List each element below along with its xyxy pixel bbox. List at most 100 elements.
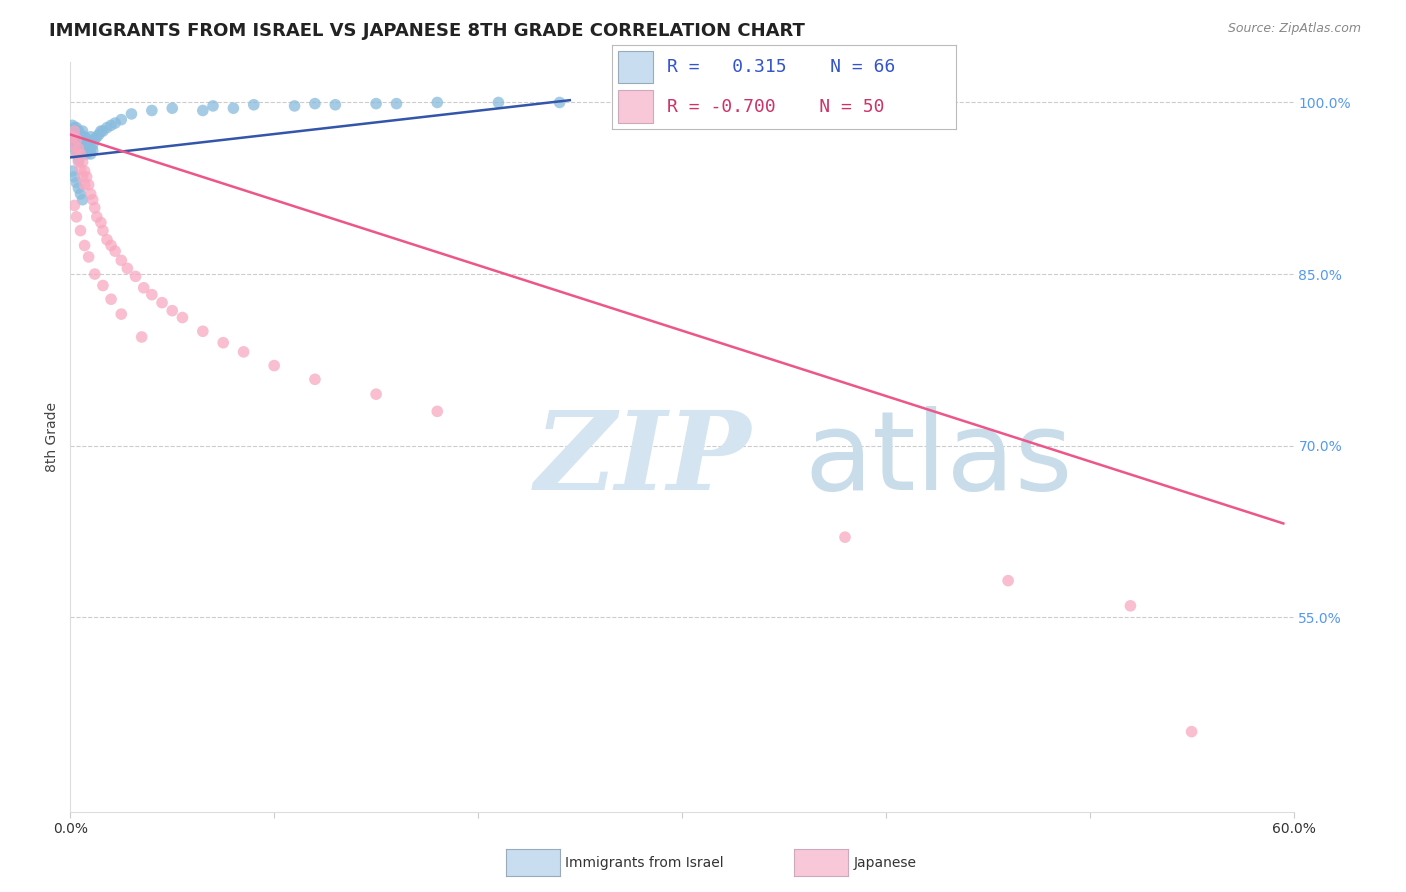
Point	[997, 574, 1019, 588]
Point	[73, 129, 96, 144]
Point	[222, 101, 245, 115]
Point	[86, 210, 108, 224]
Point	[72, 124, 94, 138]
Point	[86, 129, 108, 144]
Point	[191, 324, 214, 338]
Point	[1181, 724, 1204, 739]
Point	[60, 129, 83, 144]
Point	[79, 141, 103, 155]
Point	[69, 128, 91, 142]
Point	[63, 136, 86, 150]
Point	[69, 132, 91, 146]
Bar	[619, 51, 652, 83]
Point	[366, 387, 388, 401]
Text: Immigrants from Israel: Immigrants from Israel	[565, 855, 724, 870]
Point	[79, 186, 103, 201]
Point	[82, 144, 104, 158]
Point	[73, 144, 96, 158]
Point	[65, 120, 87, 135]
Point	[83, 201, 105, 215]
Point	[117, 261, 139, 276]
Point	[104, 116, 127, 130]
Point	[67, 181, 90, 195]
Point	[150, 295, 173, 310]
Point	[110, 307, 132, 321]
Point	[162, 101, 183, 115]
Point	[73, 238, 96, 252]
Point	[67, 129, 90, 144]
Point	[65, 132, 87, 146]
Point	[548, 95, 571, 110]
Point	[124, 269, 146, 284]
Point	[67, 141, 90, 155]
Point	[488, 95, 510, 110]
Point	[141, 103, 163, 118]
Point	[110, 112, 132, 127]
Point	[304, 96, 326, 111]
Point	[426, 404, 449, 418]
Point	[67, 124, 90, 138]
Point	[67, 141, 90, 155]
Point	[96, 120, 118, 135]
Point	[83, 132, 105, 146]
Point	[72, 147, 94, 161]
Point	[76, 147, 98, 161]
Point	[69, 144, 91, 158]
Point	[104, 244, 127, 259]
Point	[132, 281, 155, 295]
Point	[110, 253, 132, 268]
Point	[67, 153, 90, 167]
Point	[131, 330, 153, 344]
Point	[202, 99, 225, 113]
Point	[77, 178, 100, 192]
Point	[91, 278, 114, 293]
Text: atlas: atlas	[804, 406, 1073, 513]
Point	[72, 155, 94, 169]
Point	[232, 344, 254, 359]
Point	[76, 169, 98, 184]
Point	[63, 124, 86, 138]
Point	[77, 136, 100, 150]
Point	[90, 124, 112, 138]
Point	[69, 224, 91, 238]
Point	[212, 335, 235, 350]
Point	[72, 193, 94, 207]
Point	[60, 132, 83, 146]
Point	[96, 233, 118, 247]
Point	[60, 129, 83, 144]
Point	[100, 238, 122, 252]
Point	[304, 372, 326, 386]
Point	[426, 95, 449, 110]
Point	[60, 164, 83, 178]
Point	[69, 161, 91, 176]
Point	[65, 136, 87, 150]
Point	[72, 136, 94, 150]
Point	[82, 137, 104, 152]
Point	[63, 120, 86, 135]
Text: ZIP: ZIP	[536, 406, 752, 513]
Point	[90, 216, 112, 230]
Point	[121, 107, 143, 121]
Point	[65, 128, 87, 142]
Point	[60, 124, 83, 138]
Point	[83, 267, 105, 281]
Point	[69, 186, 91, 201]
Point	[79, 129, 103, 144]
Text: R = -0.700    N = 50: R = -0.700 N = 50	[666, 98, 884, 116]
Point	[834, 530, 856, 544]
Y-axis label: 8th Grade: 8th Grade	[45, 402, 59, 472]
Point	[63, 141, 86, 155]
Point	[162, 303, 183, 318]
Point	[263, 359, 285, 373]
Text: IMMIGRANTS FROM ISRAEL VS JAPANESE 8TH GRADE CORRELATION CHART: IMMIGRANTS FROM ISRAEL VS JAPANESE 8TH G…	[49, 22, 806, 40]
Point	[63, 124, 86, 138]
Point	[73, 139, 96, 153]
Point	[65, 210, 87, 224]
Point	[73, 178, 96, 192]
Point	[366, 96, 388, 111]
Point	[191, 103, 214, 118]
Text: R =   0.315    N = 66: R = 0.315 N = 66	[666, 59, 896, 77]
Point	[385, 96, 408, 111]
Point	[325, 97, 347, 112]
Point	[77, 250, 100, 264]
